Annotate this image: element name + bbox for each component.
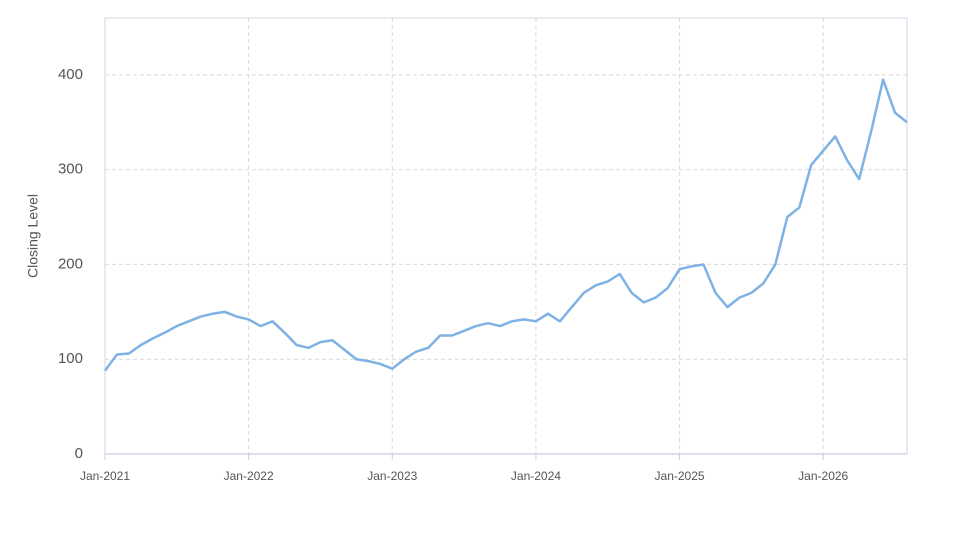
y-tick-label: 300	[58, 161, 83, 178]
y-tick-label: 0	[75, 445, 83, 462]
plot-frame	[104, 17, 908, 455]
x-tick-label: Jan-2024	[511, 469, 561, 483]
y-tick-label: 200	[58, 255, 83, 272]
x-tick-label: Jan-2023	[367, 469, 417, 483]
y-axis-title: Closing Level	[25, 194, 41, 278]
x-tick-label: Jan-2022	[224, 469, 274, 483]
x-tick-label: Jan-2026	[798, 469, 848, 483]
y-tick-label: 100	[58, 350, 83, 367]
line	[103, 78, 908, 372]
x-tick-label: Jan-2025	[655, 469, 705, 483]
y-tick-label: 400	[58, 66, 83, 83]
x-tick-label: Jan-2021	[80, 469, 130, 483]
